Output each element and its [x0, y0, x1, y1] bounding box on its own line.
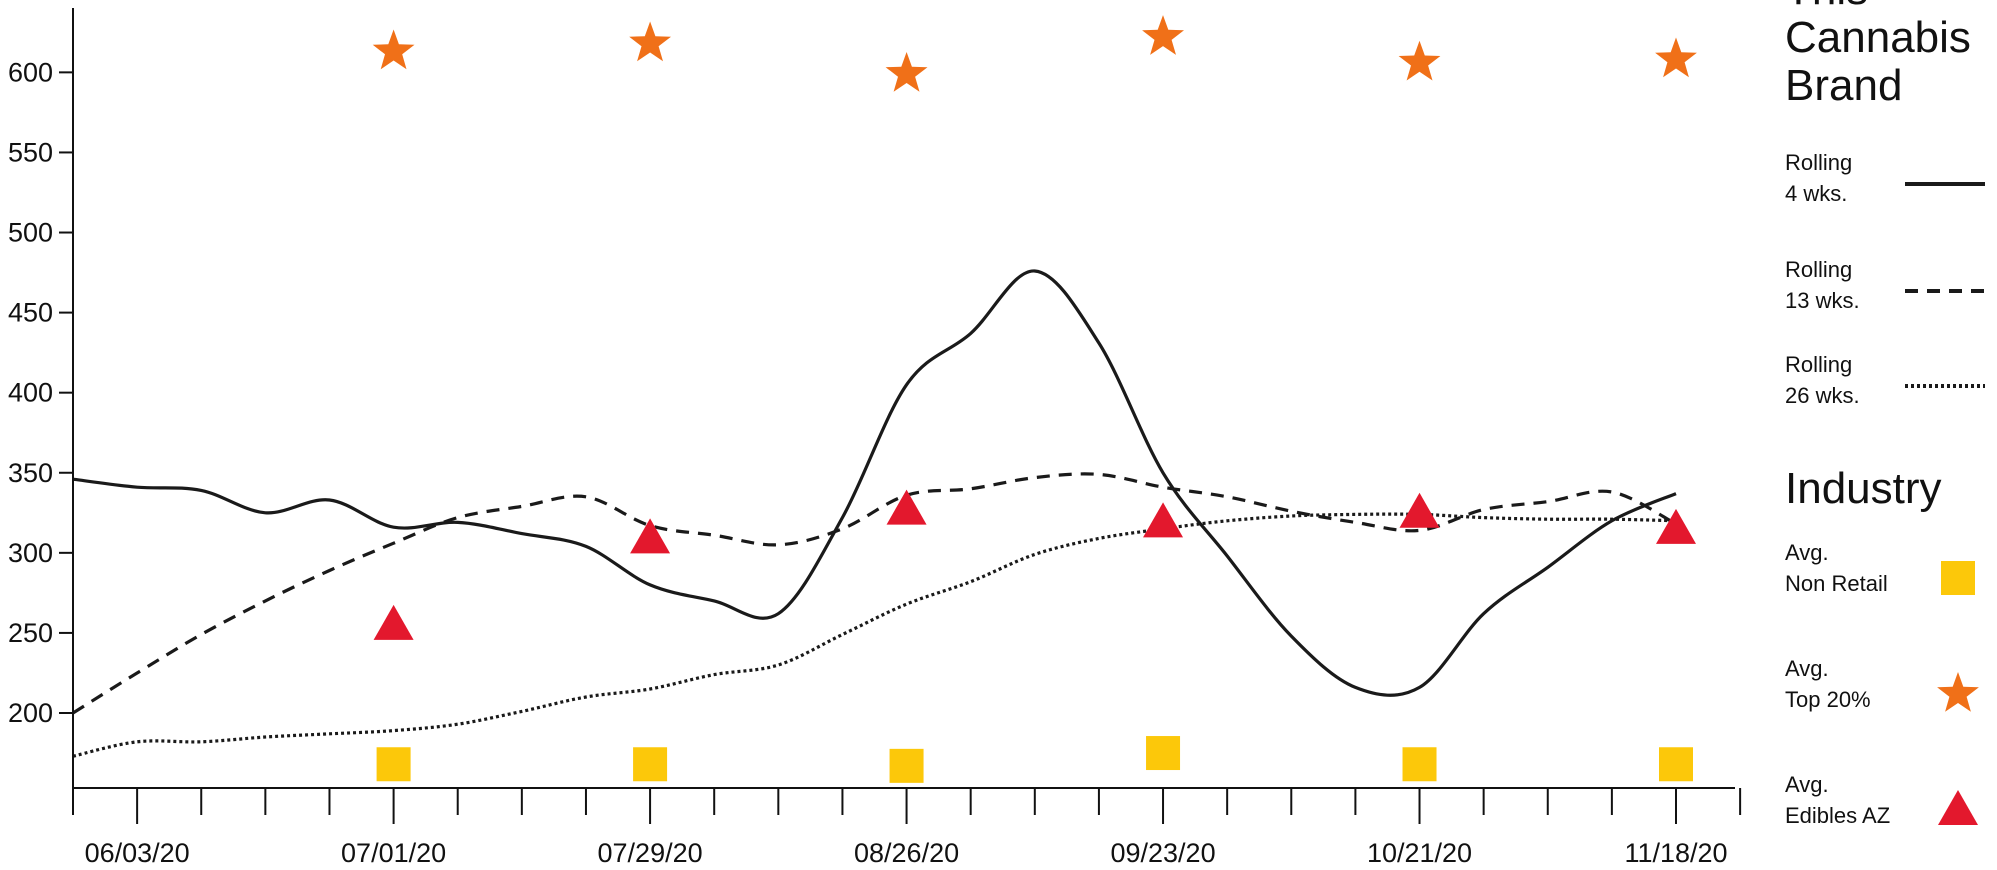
y-tick-label: 350: [8, 458, 53, 488]
x-tick-label: 07/01/20: [341, 838, 446, 868]
series-line-rolling4: [72, 269, 1677, 697]
y-tick-label: 500: [8, 218, 53, 248]
y-tick-label: 600: [8, 57, 53, 87]
legend-group-title: Industry: [1785, 464, 1942, 513]
x-tick-label: 08/26/20: [854, 838, 959, 868]
marker-edibles: [1143, 502, 1184, 538]
marker-edibles: [373, 604, 414, 640]
legend: ThisCannabisBrand Rolling 4 wks. Rolling 13 …: [1785, 0, 1985, 828]
marker-edibles: [630, 518, 671, 554]
y-tick-label: 550: [8, 137, 53, 167]
legend-item-label: Rolling: [1785, 257, 1852, 282]
marker-edibles: [1656, 508, 1696, 544]
plot-area: [72, 15, 1697, 783]
x-tick-label: 10/21/20: [1367, 838, 1472, 868]
marker-nonretail: [376, 747, 411, 782]
legend-item-label: 4 wks.: [1785, 181, 1847, 206]
x-tick-label: 07/29/20: [598, 838, 703, 868]
series-line-rolling26: [72, 512, 1677, 758]
x-tick-label: 06/03/20: [85, 838, 190, 868]
marker-top20: [1398, 40, 1441, 81]
legend-item-label: Rolling: [1785, 150, 1852, 175]
marker-top20: [372, 29, 415, 70]
axes: 200 250 300 350 400 450 500 550 600 06/03/20 07/01…: [8, 8, 1742, 868]
marker-nonretail: [889, 748, 924, 783]
marker-edibles: [886, 489, 927, 525]
marker-nonretail: [1659, 747, 1693, 782]
y-tick-label: 450: [8, 298, 53, 328]
legend-group-title: Cannabis: [1785, 13, 1971, 62]
y-tick-label: 200: [8, 698, 53, 728]
legend-item-label: Avg.: [1785, 772, 1829, 797]
legend-item-label: Non Retail: [1785, 571, 1888, 596]
legend-item-label: Top 20%: [1785, 687, 1871, 712]
legend-item-label: Edibles AZ: [1785, 803, 1890, 828]
marker-nonretail: [1146, 736, 1181, 771]
marker-nonretail: [1402, 747, 1437, 782]
legend-key-top20: [1937, 672, 1979, 712]
marker-edibles: [1399, 492, 1440, 528]
legend-key-edibles: [1938, 790, 1978, 825]
marker-nonretail: [633, 747, 668, 782]
legend-item-label: Avg.: [1785, 540, 1829, 565]
marker-top20: [1655, 37, 1697, 78]
legend-item-label: Avg.: [1785, 656, 1829, 681]
y-tick-label: 300: [8, 538, 53, 568]
x-tick-label: 09/23/20: [1110, 838, 1215, 868]
y-tick-label: 400: [8, 378, 53, 408]
y-tick-label: 250: [8, 618, 53, 648]
marker-top20: [885, 52, 928, 92]
legend-item-label: 26 wks.: [1785, 383, 1860, 408]
legend-group-title: This: [1785, 0, 1868, 14]
marker-top20: [629, 21, 671, 62]
legend-key-nonretail: [1941, 561, 1975, 595]
legend-item-label: Rolling: [1785, 352, 1852, 377]
x-tick-label: 11/18/20: [1624, 838, 1727, 868]
marker-top20: [1142, 15, 1184, 55]
series-line-rolling13: [72, 472, 1677, 715]
legend-group-title: Brand: [1785, 61, 1902, 110]
legend-item-label: 13 wks.: [1785, 288, 1860, 313]
